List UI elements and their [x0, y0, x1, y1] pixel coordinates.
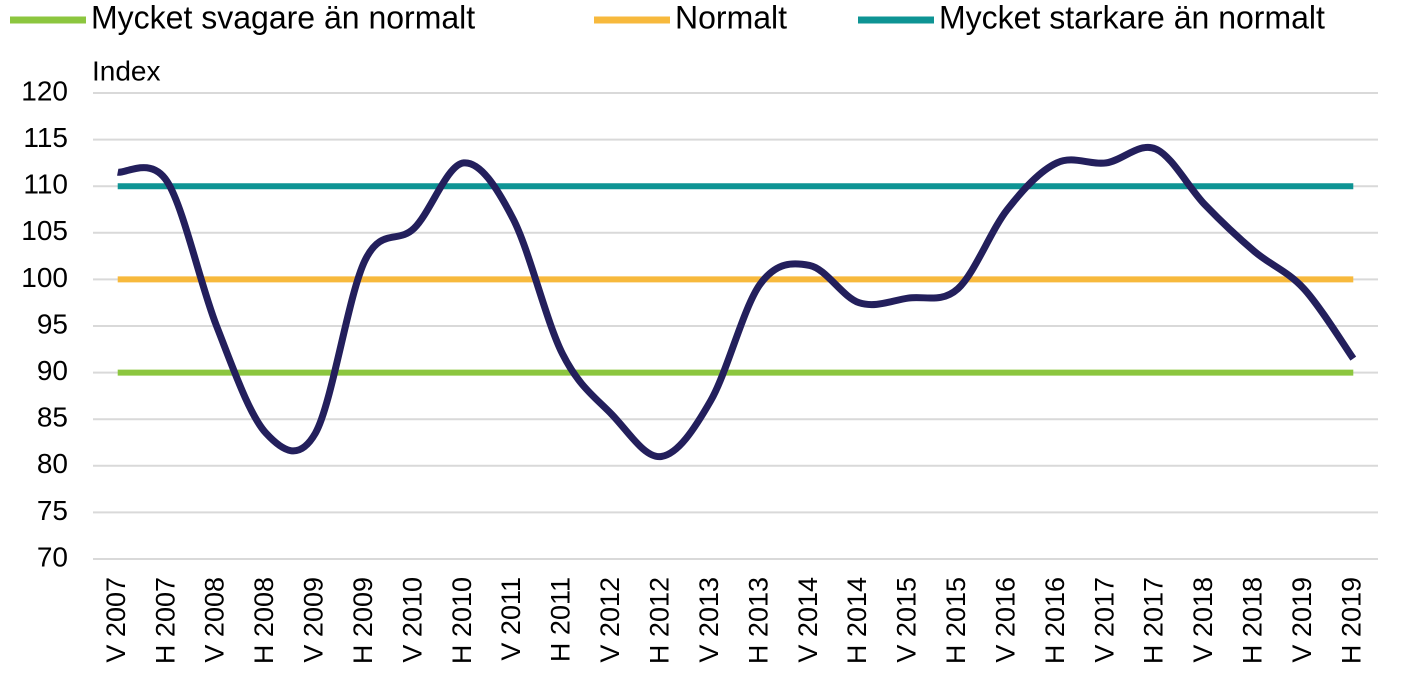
x-tick-label: V 2009	[299, 577, 329, 663]
x-tick-label: H 2013	[743, 577, 773, 664]
x-tick-label: H 2014	[842, 577, 872, 664]
y-tick-label: 75	[37, 495, 68, 526]
x-tick-label: H 2012	[644, 577, 674, 664]
y-axis-label: Index	[92, 55, 161, 86]
x-tick-label: H 2019	[1336, 577, 1366, 664]
x-tick-label: V 2010	[397, 577, 427, 663]
y-tick-label: 95	[37, 308, 68, 339]
legend-label: Mycket starkare än normalt	[939, 0, 1325, 35]
x-tick-label: H 2016	[1040, 577, 1070, 664]
y-tick-label: 110	[23, 169, 68, 200]
x-tick-label: V 2013	[694, 577, 724, 663]
x-tick-label: V 2016	[990, 577, 1020, 663]
x-tick-label: H 2007	[150, 577, 180, 664]
x-tick-label: V 2007	[101, 577, 131, 663]
series-line	[117, 143, 1357, 460]
x-tick-label: H 2018	[1238, 577, 1268, 664]
y-tick-label: 90	[37, 355, 68, 386]
x-tick-label: H 2015	[941, 577, 971, 664]
y-tick-label: 105	[21, 215, 68, 246]
x-tick-label: V 2017	[1089, 577, 1119, 663]
x-tick-label: H 2010	[447, 577, 477, 664]
x-tick-label: V 2012	[595, 577, 625, 663]
x-tick-label: H 2011	[546, 577, 576, 662]
legend-label: Normalt	[675, 0, 787, 35]
x-tick-label: H 2008	[249, 577, 279, 664]
x-tick-label: H 2017	[1139, 577, 1169, 664]
y-tick-label: 80	[37, 448, 68, 479]
x-tick-label: V 2018	[1188, 577, 1218, 663]
x-tick-label: V 2019	[1287, 577, 1317, 663]
x-tick-label: V 2014	[793, 577, 823, 663]
y-tick-label: 115	[23, 122, 68, 153]
y-tick-label: 100	[21, 262, 68, 293]
legend-label: Mycket svagare än normalt	[91, 0, 475, 35]
y-tick-label: 70	[37, 541, 68, 572]
x-tick-label: V 2015	[892, 577, 922, 663]
x-tick-label: V 2008	[200, 577, 230, 663]
x-tick-label: V 2011	[496, 577, 526, 661]
y-tick-label: 120	[21, 75, 68, 106]
x-tick-label: H 2009	[348, 577, 378, 664]
y-tick-label: 85	[37, 402, 68, 433]
